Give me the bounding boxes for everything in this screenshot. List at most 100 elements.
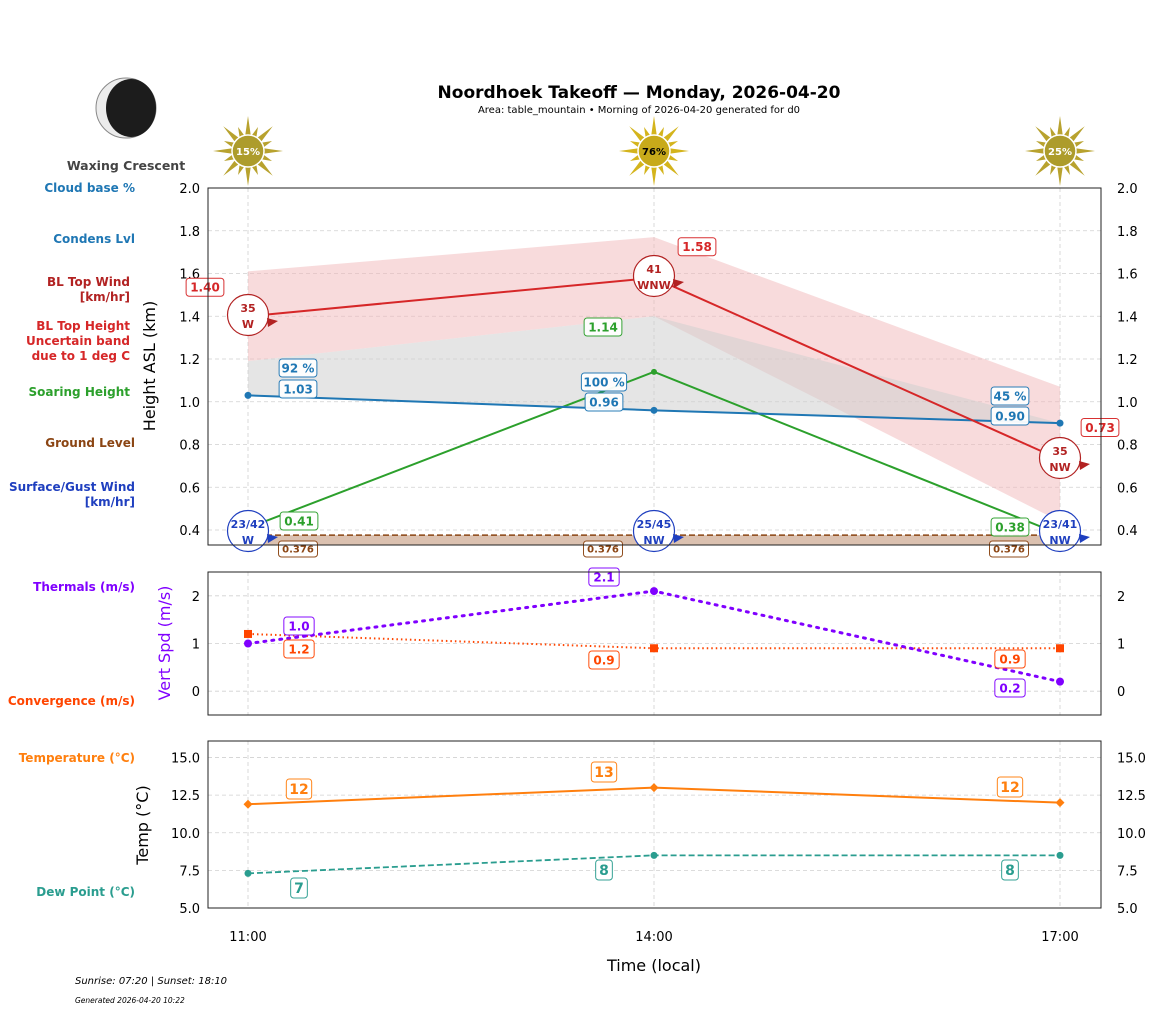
bl-top-label: 0.73 <box>1085 421 1115 435</box>
soaring-point <box>651 368 657 375</box>
sun-icon <box>1025 116 1095 186</box>
label-surface-wind-unit: [km/hr] <box>85 495 135 509</box>
convergence-point <box>650 644 658 653</box>
soaring-label: 1.14 <box>588 320 618 334</box>
dew-point-point <box>1056 851 1064 859</box>
y-tick-label-right: 2 <box>1117 590 1125 605</box>
condens-label-box <box>584 392 624 412</box>
y-axis-label-height: Height ASL (km) <box>140 301 159 431</box>
bl-top-wind-arrow-icon <box>267 318 278 327</box>
temperature-point <box>243 799 253 809</box>
label-soaring: Soaring Height <box>29 385 131 399</box>
y-tick-label-right: 1.2 <box>1117 353 1138 368</box>
temperature-point <box>649 783 659 793</box>
bl-top-label: 1.40 <box>190 281 220 295</box>
surface-wind-circle <box>226 509 270 553</box>
y-tick-label: 2 <box>192 590 200 605</box>
soaring-label-box <box>279 511 319 531</box>
sun-ray <box>244 164 252 186</box>
sun-ray <box>650 164 658 186</box>
thermals-label-box <box>283 616 315 636</box>
ground-label: 0.376 <box>282 545 314 556</box>
x-axis-label: Time (local) <box>606 956 701 975</box>
label-bl-band: Uncertain band <box>26 334 130 348</box>
label-bl-wind-unit: [km/hr] <box>80 290 130 304</box>
convergence-label-box <box>588 650 620 670</box>
y-tick-label-right: 1.0 <box>1117 396 1138 411</box>
convergence-label: 0.9 <box>593 653 614 667</box>
thermals-point <box>244 639 252 648</box>
bl-top-wind-direction: WNW <box>637 279 670 292</box>
convergence-point <box>1056 644 1064 653</box>
temperature-label-box <box>285 778 313 800</box>
cloud-base-label-box <box>990 386 1030 406</box>
sun-ray <box>1025 147 1047 155</box>
temperature-label: 12 <box>1000 780 1019 796</box>
convergence-point <box>244 629 252 638</box>
surface-wind-speed: 23/42 <box>231 518 266 531</box>
label-convergence: Convergence (m/s) <box>8 694 135 708</box>
y-tick-label: 7.5 <box>179 864 200 879</box>
moon-icon <box>95 77 157 139</box>
soaring-label-box <box>583 317 623 337</box>
sun-ray <box>1056 164 1064 186</box>
temperature-label: 13 <box>594 765 613 781</box>
bl-top-wind-direction: NW <box>1049 461 1070 474</box>
sun-ray <box>244 116 252 138</box>
surface-wind-direction: NW <box>1049 534 1070 547</box>
y-tick-label: 0.6 <box>179 481 200 496</box>
cloud-base-label: 92 % <box>282 361 315 375</box>
y-axis-label-temp: Temp (°C) <box>133 785 152 865</box>
y-tick-label: 12.5 <box>171 789 200 804</box>
x-tick-label: 14:00 <box>635 930 672 945</box>
temperature-point <box>1055 798 1065 808</box>
dew-point-label: 8 <box>1005 863 1015 879</box>
sun-times: Sunrise: 07:20 | Sunset: 18:10 <box>75 976 227 987</box>
y-tick-label-right: 0 <box>1117 685 1125 700</box>
dew-point-label: 7 <box>294 881 304 897</box>
soaring-label: 0.41 <box>284 514 314 528</box>
y-tick-label-right: 7.5 <box>1117 864 1138 879</box>
surface-wind-circle <box>632 509 676 553</box>
condens-point <box>1056 419 1064 427</box>
bl-top-label: 1.58 <box>682 240 712 254</box>
sun-ray <box>213 147 235 155</box>
y-tick-label-right: 5.0 <box>1117 902 1138 917</box>
thermals-label-box <box>994 678 1026 698</box>
sun-ray <box>261 147 283 155</box>
label-condens: Condens Lvl <box>53 232 135 246</box>
cloud-base-label-box <box>580 372 628 392</box>
thermals-label: 2.1 <box>593 570 614 584</box>
uncertainty-band <box>248 237 1060 522</box>
condens-label-box <box>278 379 318 399</box>
sun-percent: 76% <box>642 147 666 158</box>
label-temperature: Temperature (°C) <box>19 751 135 765</box>
bl-top-wind-circle <box>226 293 270 337</box>
y-tick-label-right: 0.8 <box>1117 439 1138 454</box>
dew-point-point <box>244 869 252 877</box>
page-title: Noordhoek Takeoff — Monday, 2026-04-20 <box>438 83 841 103</box>
ground-label: 0.376 <box>993 545 1025 556</box>
surface-wind-speed: 25/45 <box>637 518 672 531</box>
bl-top-wind-circle <box>1038 436 1082 480</box>
surface-wind-direction: NW <box>643 534 664 547</box>
sun-disc <box>231 134 265 168</box>
plot-frame <box>207 740 1102 909</box>
thermals-label: 1.0 <box>288 619 309 633</box>
x-tick-label: 17:00 <box>1041 930 1078 945</box>
cloud-base-label-box <box>278 358 318 378</box>
thermals-point <box>650 587 658 596</box>
bl-top-label-box <box>677 237 717 257</box>
ground-label: 0.376 <box>587 545 619 556</box>
sun-ray <box>1073 147 1095 155</box>
cloud-base-label: 100 % <box>583 375 624 389</box>
thermals-point <box>1056 677 1064 686</box>
sun-ray <box>667 147 689 155</box>
y-tick-label: 15.0 <box>171 752 200 767</box>
sun-percent: 15% <box>236 147 260 158</box>
y-tick-label-right: 1.4 <box>1117 310 1138 325</box>
convergence-label: 1.2 <box>288 642 309 656</box>
sun-disc <box>637 134 671 168</box>
y-tick-label: 2.0 <box>179 182 200 197</box>
